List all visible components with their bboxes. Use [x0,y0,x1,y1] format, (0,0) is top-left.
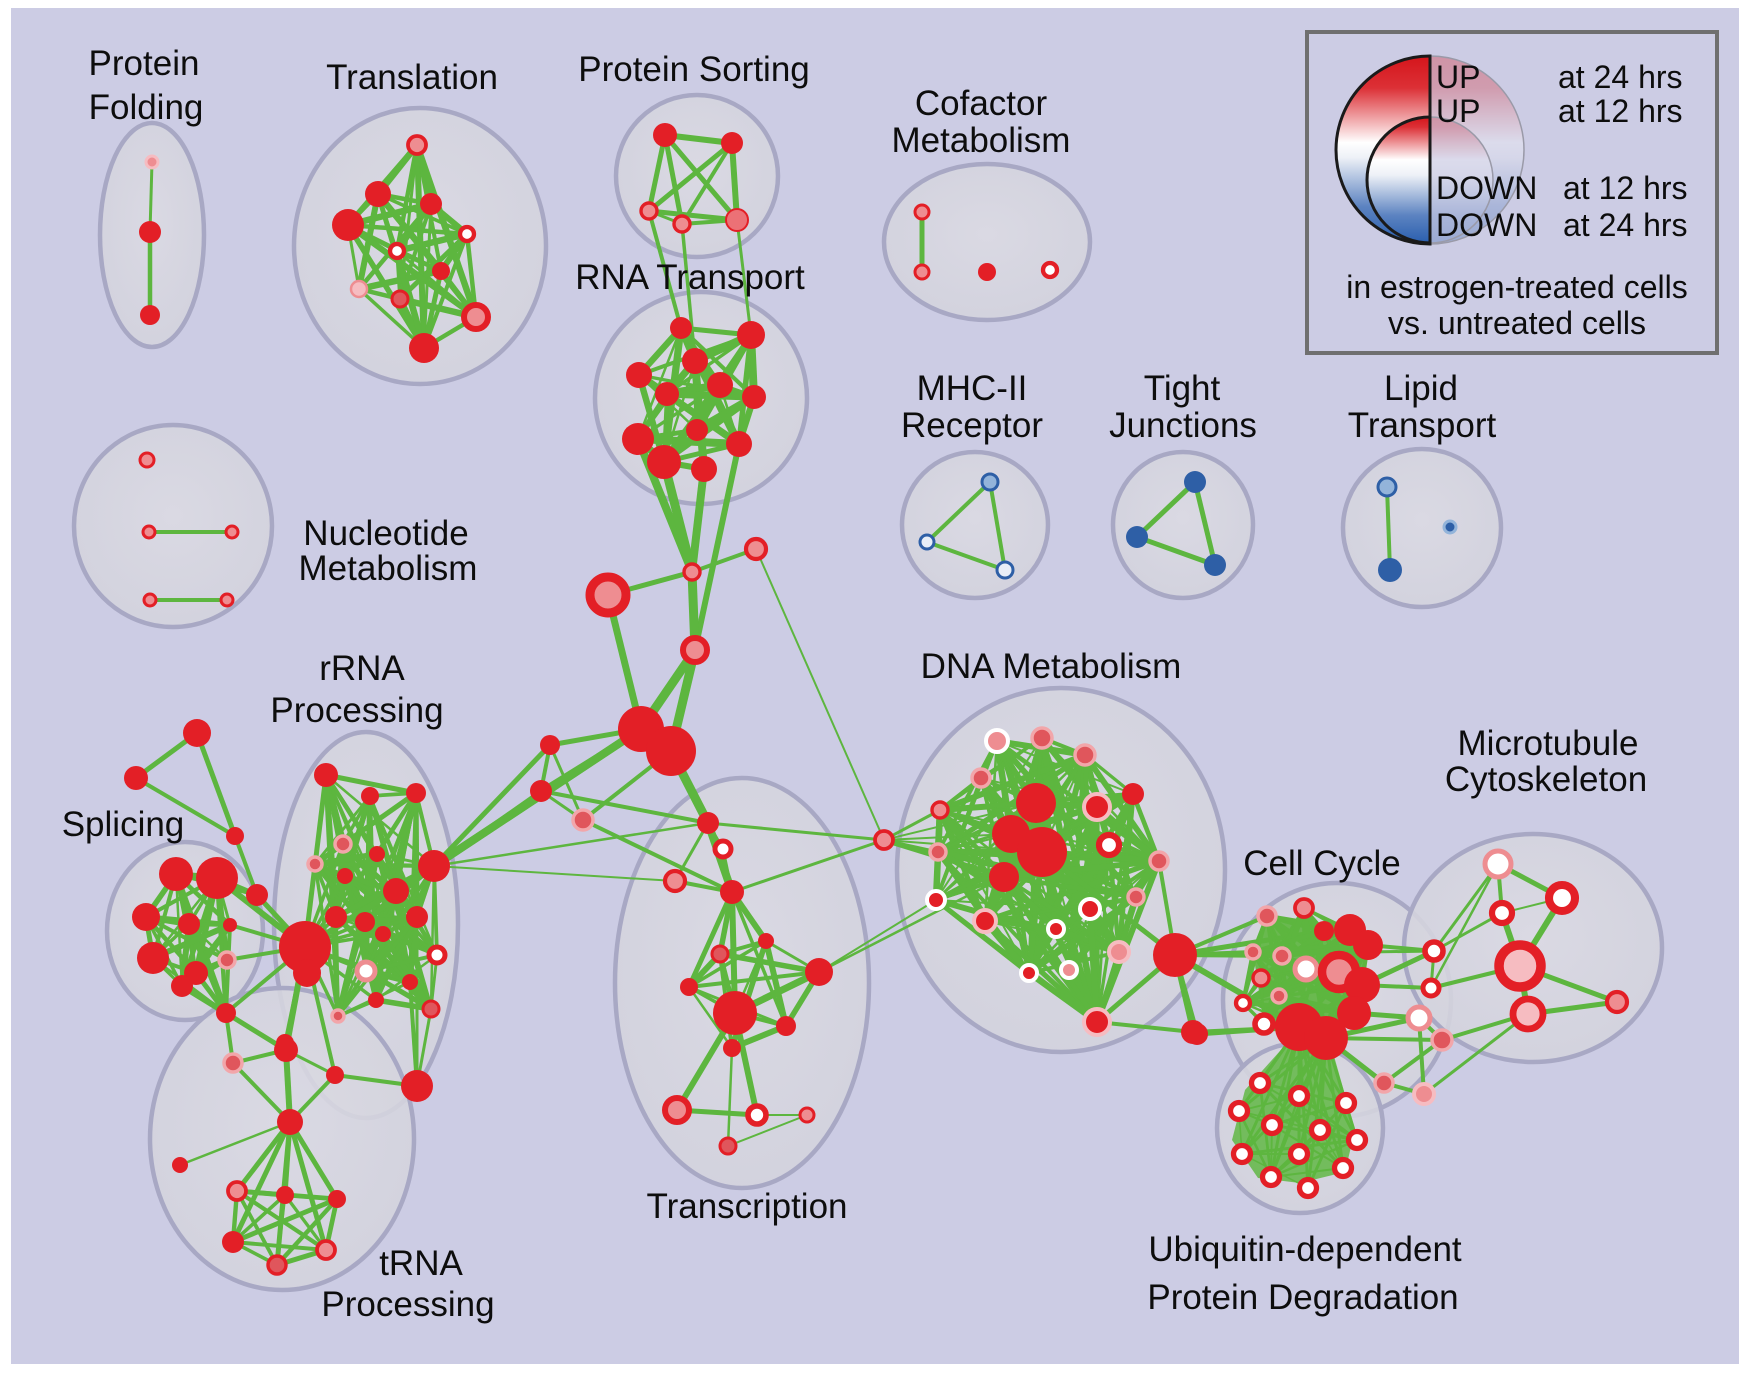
svg-text:DNA Metabolism: DNA Metabolism [921,647,1182,686]
svg-text:DOWN: DOWN [1436,207,1537,243]
svg-text:Folding: Folding [89,88,204,127]
svg-text:vs. untreated cells: vs. untreated cells [1388,305,1646,341]
svg-text:UP: UP [1436,93,1480,129]
svg-text:DOWN: DOWN [1436,170,1537,206]
svg-text:Nucleotide: Nucleotide [303,514,468,553]
svg-text:Tight: Tight [1144,369,1221,408]
svg-text:Metabolism: Metabolism [892,121,1071,160]
svg-text:at 12 hrs: at 12 hrs [1563,170,1688,206]
svg-text:UP: UP [1436,59,1480,95]
svg-text:Processing: Processing [270,691,443,730]
svg-text:at 12 hrs: at 12 hrs [1558,93,1683,129]
svg-text:Splicing: Splicing [62,805,185,844]
svg-text:Cell Cycle: Cell Cycle [1243,844,1401,883]
svg-text:Processing: Processing [321,1285,494,1324]
svg-text:at 24 hrs: at 24 hrs [1558,59,1683,95]
svg-text:rRNA: rRNA [319,649,405,688]
svg-text:Protein Sorting: Protein Sorting [578,50,810,89]
svg-text:Protein: Protein [89,44,200,83]
svg-text:in estrogen-treated cells: in estrogen-treated cells [1346,269,1688,305]
svg-text:Translation: Translation [326,58,498,97]
svg-text:Transcription: Transcription [647,1187,848,1226]
svg-text:Protein Degradation: Protein Degradation [1147,1278,1458,1317]
svg-text:MHC-II: MHC-II [917,369,1028,408]
svg-text:Receptor: Receptor [901,406,1043,445]
svg-text:Ubiquitin-dependent: Ubiquitin-dependent [1148,1230,1462,1269]
svg-text:Microtubule: Microtubule [1458,724,1639,763]
svg-text:RNA Transport: RNA Transport [575,258,805,297]
svg-text:Lipid: Lipid [1384,369,1458,408]
svg-text:Transport: Transport [1348,406,1497,445]
svg-text:Metabolism: Metabolism [299,549,478,588]
svg-text:at 24 hrs: at 24 hrs [1563,207,1688,243]
svg-text:Cofactor: Cofactor [915,84,1048,123]
svg-text:Junctions: Junctions [1109,406,1257,445]
svg-text:tRNA: tRNA [379,1244,463,1283]
svg-text:Cytoskeleton: Cytoskeleton [1445,760,1647,799]
